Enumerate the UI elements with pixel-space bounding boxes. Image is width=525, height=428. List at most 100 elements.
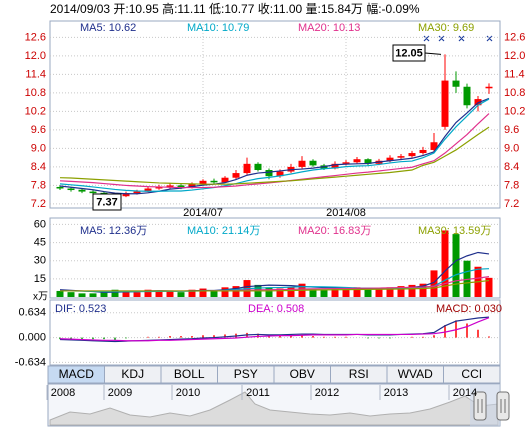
candle-body xyxy=(353,159,361,163)
y-tick-label: 11.4 xyxy=(25,68,46,80)
y-tick-label: 10.8 xyxy=(25,87,46,99)
candle-body xyxy=(155,186,163,189)
price-panel xyxy=(49,20,501,209)
y-tick-label: -0.634 xyxy=(15,356,46,368)
y-tick-label-right: 10.8 xyxy=(504,87,525,99)
y-tick-label: 0.000 xyxy=(18,331,46,343)
y-tick-label: 9.0 xyxy=(31,142,46,154)
tab-label[interactable]: OBV xyxy=(290,367,315,381)
tab-label[interactable]: RSI xyxy=(349,367,369,381)
year-label: 2014 xyxy=(453,387,477,399)
legend-entry: MA10: 21.14万 xyxy=(187,225,260,237)
volume-bar xyxy=(276,288,284,297)
volume-bar xyxy=(111,289,119,297)
y-tick-label-right: 12.0 xyxy=(504,50,525,62)
volume-bar xyxy=(419,283,427,297)
volume-bar xyxy=(144,289,152,297)
candle-body xyxy=(265,170,273,177)
volume-bar xyxy=(309,288,317,297)
y-tick-label: 10.2 xyxy=(25,105,46,117)
volume-bar xyxy=(155,290,163,297)
candle-body xyxy=(122,193,130,197)
year-label: 2011 xyxy=(246,387,270,399)
annotation-box xyxy=(92,193,122,211)
annotation: 7.37 xyxy=(96,196,117,208)
year-label: 2010 xyxy=(176,387,200,399)
legend-entry: MA5: 12.36万 xyxy=(80,225,147,237)
y-tick-label: 45 xyxy=(34,236,46,248)
candle-body xyxy=(144,188,152,192)
legend-entry: MA30: 13.59万 xyxy=(418,225,491,237)
tab-label[interactable]: PSY xyxy=(234,367,258,381)
y-tick-label-right: 7.2 xyxy=(504,198,519,210)
legend-entry: DIF: 0.523 xyxy=(55,303,106,315)
candle-body xyxy=(243,163,251,174)
volume-bar xyxy=(386,287,394,297)
volume-bar xyxy=(375,288,383,297)
tab[interactable] xyxy=(443,365,501,384)
y-tick-label: 7.8 xyxy=(31,179,46,191)
volume-bar xyxy=(188,289,196,297)
volume-bar xyxy=(199,288,207,297)
candle-body xyxy=(364,159,372,164)
y-tick-label-right: 7.8 xyxy=(504,179,519,191)
candle-body xyxy=(166,185,174,187)
year-label: 2009 xyxy=(108,387,132,399)
candle-body xyxy=(221,177,229,183)
x-tick-label: 2014/08 xyxy=(326,207,366,219)
candle-body xyxy=(254,163,262,170)
y-tick-label: 9.6 xyxy=(31,124,46,136)
candle-body xyxy=(188,183,196,188)
year-label: 2013 xyxy=(384,387,408,399)
tab-label[interactable]: CCI xyxy=(461,367,482,381)
legend-entry: MA20: 10.13 xyxy=(298,22,360,34)
annotation-leader xyxy=(424,52,442,55)
y-tick-label: 60 xyxy=(34,218,46,230)
volume-bar xyxy=(232,286,240,297)
volume-bar xyxy=(210,290,218,297)
y-tick-label-right: 10.2 xyxy=(504,105,525,117)
volume-bar xyxy=(364,289,372,297)
volume-bar xyxy=(430,270,438,297)
candle-body xyxy=(232,173,240,178)
line xyxy=(59,113,490,189)
navigator xyxy=(47,383,510,427)
unit-label: x万 xyxy=(33,292,48,303)
volume-bar xyxy=(221,287,229,297)
candle-body xyxy=(419,149,427,154)
volume-bar xyxy=(287,287,295,297)
volume-bar xyxy=(452,234,460,297)
y-tick-label: 12.0 xyxy=(25,50,46,62)
y-tick-label: 7.2 xyxy=(31,198,46,210)
tab-label[interactable]: BOLL xyxy=(174,367,205,381)
tab-label[interactable]: WVAD xyxy=(398,367,433,381)
legend-entry: MA20: 16.83万 xyxy=(298,225,371,237)
legend-entry: MA5: 10.62 xyxy=(80,22,136,34)
volume-bar xyxy=(67,292,75,297)
annotation: 12.05 xyxy=(395,47,423,59)
legend-entry: MA30: 9.69 xyxy=(418,22,474,34)
tab-label[interactable]: MACD xyxy=(59,367,95,381)
legend-entry: MACD: 0.030 xyxy=(436,303,502,315)
tab-label[interactable]: KDJ xyxy=(121,367,144,381)
volume-bar xyxy=(78,293,86,297)
volume-bar xyxy=(56,290,64,297)
line xyxy=(59,126,490,185)
y-tick-label: 8.4 xyxy=(31,161,46,173)
candle-body xyxy=(89,191,97,194)
y-tick-label: 15 xyxy=(34,273,46,285)
candle-body xyxy=(331,163,339,169)
line xyxy=(59,97,490,195)
candle-body xyxy=(298,160,306,167)
year-label: 2012 xyxy=(315,387,339,399)
y-tick-label: 12.6 xyxy=(25,31,46,43)
candle-body xyxy=(199,180,207,184)
candle-body xyxy=(452,80,460,87)
volume-bar xyxy=(177,292,185,297)
tab-bar: MACD KDJ BOLL PSY OBV RSI WVAD CCI xyxy=(47,365,501,384)
y-tick-label-right: 9.6 xyxy=(504,124,519,136)
candle-body xyxy=(309,160,317,166)
y-tick-label: 30 xyxy=(34,255,46,267)
macd-panel xyxy=(49,299,501,366)
